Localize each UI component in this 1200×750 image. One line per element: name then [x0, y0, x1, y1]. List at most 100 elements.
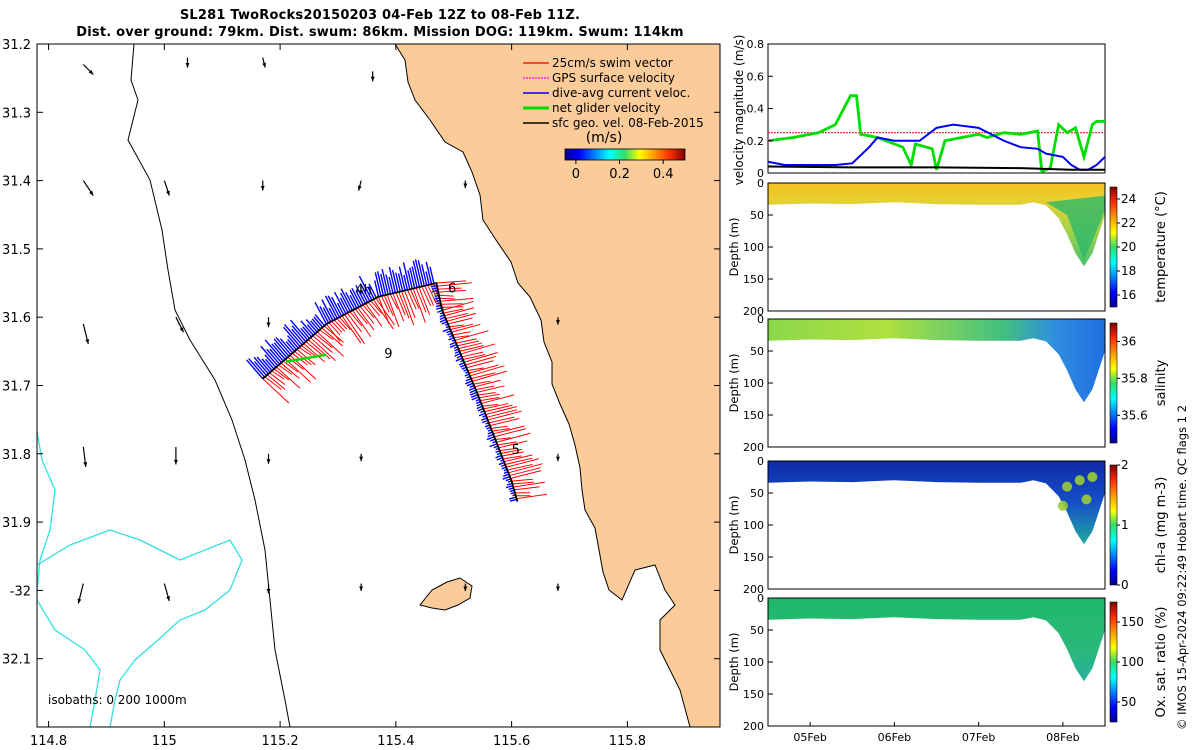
swim-vector: [352, 310, 372, 338]
dive-avg-vector: [290, 319, 309, 341]
swim-vector: [488, 416, 515, 424]
swim-vector: [475, 385, 495, 391]
swim-vector: [427, 284, 437, 304]
section-ytick-label: 50: [750, 487, 764, 500]
section-colorbar-label: salinity: [1154, 359, 1169, 406]
section-colorbar-tick-label: 50: [1121, 695, 1136, 709]
glider-track: [262, 281, 519, 502]
swim-vector: [505, 457, 533, 465]
map-land: [395, 44, 720, 727]
dive-avg-vector: [380, 273, 387, 296]
section-colorbar-tick-label: 22: [1121, 216, 1136, 230]
swim-vector: [409, 288, 420, 309]
map-ytick-label: 31.9: [2, 516, 31, 531]
dive-avg-vector: [266, 348, 281, 365]
swim-vector: [469, 365, 505, 377]
map-xtick-label: 115.6: [493, 734, 530, 749]
dive-avg-vector: [402, 262, 411, 290]
dive-avg-vector: [411, 266, 418, 288]
legend-dive-avg-label: dive-avg current veloc.: [552, 86, 690, 100]
dive-avg-vector: [273, 342, 288, 359]
dive-avg-vector: [439, 318, 447, 323]
swim-vector: [496, 432, 531, 443]
swim-vector: [278, 364, 293, 375]
swim-vector: [439, 297, 456, 300]
dive-avg-vector: [291, 325, 307, 343]
dive-avg-vector: [454, 352, 461, 357]
figure-title-line1: SL281 TwoRocks20150203 04-Feb 12Z to 08-…: [179, 8, 581, 23]
swim-vector: [440, 297, 474, 302]
sfc-geo-arrowhead: [555, 320, 560, 325]
dive-avg-vector: [441, 321, 448, 325]
dive-avg-vector: [264, 339, 284, 362]
map-legend: 25cm/s swim vector GPS surface velocity …: [523, 56, 704, 130]
legend-swim-label: 25cm/s swim vector: [552, 56, 673, 70]
swim-vector: [513, 481, 545, 488]
swim-vector: [454, 330, 489, 341]
swim-vector: [492, 428, 510, 432]
dive-avg-vector: [455, 357, 463, 362]
dive-avg-vector: [264, 354, 277, 368]
swim-vector: [406, 289, 417, 310]
isobath-1000m-a: [37, 431, 243, 727]
swim-vector: [418, 286, 431, 316]
dive-avg-vector: [429, 266, 435, 284]
dive-avg-vector: [403, 274, 409, 291]
swim-vector: [487, 410, 522, 421]
section-ytick-label: 100: [743, 656, 764, 669]
section-ytick-label: 150: [743, 409, 764, 422]
sfc-geo-arrowhead: [266, 588, 271, 594]
dive-avg-vector: [388, 276, 394, 294]
swim-vector: [474, 379, 501, 388]
swim-vector: [341, 315, 362, 344]
swim-vector: [503, 454, 533, 463]
section-ylabel: Depth (m): [727, 496, 741, 555]
dive-avg-vector: [431, 289, 439, 293]
dive-avg-vector: [495, 454, 502, 459]
dive-avg-vector: [321, 299, 334, 321]
map-xtick-label: 115.2: [261, 734, 298, 749]
section-ytick-label: 50: [750, 624, 764, 637]
section-colorbar: [1109, 322, 1118, 444]
sfc-geo-arrowhead: [260, 185, 265, 191]
swim-vector: [326, 323, 341, 342]
map-island: [419, 577, 473, 611]
swim-vector: [354, 308, 368, 325]
figure-title-line2: Dist. over ground: 79km. Dist. swum: 86k…: [76, 25, 684, 40]
dive-avg-vector: [340, 288, 354, 311]
swim-vector: [319, 329, 334, 340]
dive-avg-vector: [417, 260, 426, 287]
swim-vector: [507, 463, 533, 471]
map-annotation: 5: [512, 443, 520, 458]
dive-avg-vector: [466, 382, 474, 387]
dive-avg-vector: [487, 433, 494, 438]
swim-vector: [443, 308, 464, 314]
dive-avg-vector: [246, 359, 264, 380]
swim-vector: [383, 295, 394, 317]
swim-vector: [339, 316, 351, 331]
swim-vector: [509, 467, 541, 477]
swim-vector: [494, 428, 527, 438]
dive-avg-vector: [300, 327, 311, 339]
dive-avg-vector: [254, 361, 268, 376]
dive-avg-vector: [471, 396, 479, 401]
map-annotation: 9: [384, 347, 392, 362]
swim-vector: [378, 296, 390, 324]
section-ylabel: Depth (m): [727, 354, 741, 413]
section-ytick-label: 0: [757, 592, 764, 605]
swim-vector: [444, 307, 475, 317]
section-chl-patch: [1062, 481, 1073, 492]
swim-vector: [401, 291, 415, 326]
swim-vector: [266, 374, 286, 390]
section-colorbar: [1109, 464, 1118, 586]
swim-vector: [512, 481, 534, 485]
swim-vector: [455, 338, 477, 344]
section-xtick-label: 05Feb: [793, 731, 826, 744]
swim-vector: [346, 312, 363, 333]
section-ylabel: Depth (m): [727, 218, 741, 277]
swim-vector: [415, 287, 427, 313]
dive-avg-vector: [324, 295, 338, 319]
swim-vector: [271, 370, 285, 380]
swim-vector: [452, 331, 471, 336]
section-xtick-label: 08Feb: [1046, 731, 1079, 744]
